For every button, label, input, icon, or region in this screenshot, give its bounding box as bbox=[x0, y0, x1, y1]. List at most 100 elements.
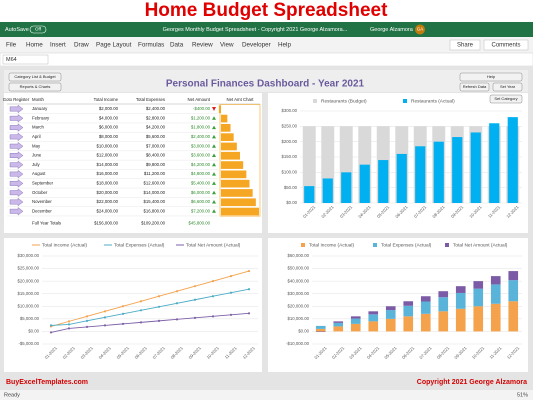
goto-arrow[interactable] bbox=[9, 179, 24, 188]
trend-icon bbox=[212, 200, 216, 204]
menu-item[interactable]: Data bbox=[170, 42, 184, 49]
comments[interactable]: Comments bbox=[491, 43, 520, 49]
cell-ref: M64 bbox=[6, 57, 17, 63]
point bbox=[85, 325, 89, 329]
table-cell: $3,600.00 bbox=[191, 153, 211, 158]
bar-segment bbox=[490, 284, 501, 304]
button-label[interactable]: Reports & Charts bbox=[20, 84, 51, 89]
net-bar bbox=[221, 124, 231, 132]
y-tick-label: $150.00 bbox=[281, 154, 297, 159]
menu-item[interactable]: Formulas bbox=[138, 42, 164, 49]
goto-arrow[interactable] bbox=[9, 207, 24, 216]
menu-item[interactable]: File bbox=[6, 42, 17, 49]
legend-label: Total Expenses (Actual) bbox=[381, 242, 432, 248]
line bbox=[50, 270, 250, 327]
table-cell: $2,000.00 bbox=[99, 106, 119, 111]
menu-item[interactable]: View bbox=[220, 42, 234, 49]
goto-arrow[interactable] bbox=[9, 141, 24, 151]
point bbox=[49, 324, 53, 327]
dashboard-header bbox=[4, 70, 528, 92]
menu-item[interactable]: Home bbox=[26, 42, 43, 49]
goto-arrow[interactable] bbox=[9, 197, 24, 207]
table-cell: $16,800.00 bbox=[143, 208, 165, 213]
menu-item[interactable]: Developer bbox=[242, 42, 271, 49]
point bbox=[103, 310, 107, 313]
menu-item[interactable]: Page Layout bbox=[96, 42, 132, 49]
point bbox=[193, 285, 197, 288]
menu-item[interactable]: Review bbox=[192, 42, 213, 49]
table-cell: $15,400.00 bbox=[143, 199, 165, 204]
table-cell: $9,800.00 bbox=[146, 162, 166, 167]
bar-segment bbox=[473, 281, 484, 289]
menu-item[interactable]: Insert bbox=[50, 42, 66, 49]
table-cell: August bbox=[32, 171, 46, 176]
bar bbox=[359, 164, 370, 203]
menu-item[interactable]: Help bbox=[278, 42, 291, 49]
button[interactable] bbox=[459, 82, 490, 92]
bar-segment bbox=[315, 331, 326, 332]
goto-arrow[interactable] bbox=[9, 188, 24, 197]
y-tick-label: $0.00 bbox=[286, 200, 297, 205]
goto-arrow[interactable] bbox=[9, 104, 24, 114]
button[interactable] bbox=[8, 82, 62, 92]
table-cell: $1,800.00 bbox=[191, 125, 211, 130]
table-cell: $2,400.00 bbox=[191, 134, 211, 139]
point bbox=[139, 300, 143, 303]
y-tick-label: -$10,000.00 bbox=[286, 341, 310, 346]
share[interactable]: Share bbox=[457, 43, 474, 49]
autosave-toggle[interactable] bbox=[29, 25, 47, 34]
table-header: Net Amount bbox=[188, 97, 211, 102]
point bbox=[211, 315, 215, 318]
point bbox=[175, 318, 179, 321]
table-cell: $1,200.00 bbox=[191, 115, 211, 120]
trend-icon bbox=[212, 107, 216, 111]
bar-segment bbox=[315, 328, 326, 332]
button[interactable] bbox=[492, 82, 523, 92]
bar bbox=[415, 146, 426, 203]
net-chart-frame bbox=[219, 104, 261, 217]
bar-segment bbox=[490, 276, 501, 285]
y-tick-label: $5,000.00 bbox=[20, 316, 40, 321]
autosave[interactable]: AutoSave bbox=[5, 27, 29, 33]
button[interactable] bbox=[8, 72, 62, 82]
avatar[interactable] bbox=[415, 24, 425, 35]
button-label[interactable]: Set Year bbox=[500, 84, 516, 89]
share-button[interactable] bbox=[449, 39, 481, 51]
legend-label: Total Income (Actual) bbox=[42, 242, 87, 248]
table-cell: $20,000.00 bbox=[96, 190, 118, 195]
footer-left: BuyExcelTemplates.com bbox=[6, 379, 88, 386]
y-tick-label: $10,000.00 bbox=[17, 303, 39, 308]
point bbox=[247, 288, 251, 291]
dashboard-title: Personal Finances Dashboard - Year 2021 bbox=[166, 79, 365, 90]
table-cell: $4,000.00 bbox=[99, 115, 119, 120]
button[interactable] bbox=[489, 94, 523, 104]
y-tick-label: $0.00 bbox=[28, 329, 39, 334]
goto-arrow[interactable] bbox=[9, 114, 24, 123]
button[interactable] bbox=[459, 72, 523, 82]
bar-segment bbox=[455, 286, 466, 293]
net-bar bbox=[221, 161, 244, 169]
button-label[interactable]: Category List & Budget bbox=[14, 74, 56, 79]
goto-arrow[interactable] bbox=[9, 132, 24, 142]
goto-arrow[interactable] bbox=[9, 123, 24, 132]
button-label[interactable]: Set Category bbox=[494, 96, 517, 101]
name-box[interactable] bbox=[2, 54, 49, 65]
legend-swatch bbox=[301, 243, 305, 247]
bar-segment bbox=[420, 313, 431, 332]
goto-arrow[interactable] bbox=[9, 160, 24, 170]
menu-item[interactable]: Draw bbox=[74, 42, 89, 49]
bar-segment bbox=[438, 291, 449, 298]
point bbox=[121, 312, 125, 315]
comments-button[interactable] bbox=[483, 39, 529, 51]
table-cell: $7,000.00 bbox=[146, 143, 166, 148]
goto-arrow[interactable] bbox=[9, 169, 24, 179]
table-cell: $24,000.00 bbox=[96, 208, 118, 213]
table-cell: $12,600.00 bbox=[143, 181, 165, 186]
bar-segment bbox=[473, 288, 484, 307]
file-title: Georges Monthly Budget Spreadsheet - Cop… bbox=[163, 27, 348, 33]
button-label[interactable]: Refresh Data bbox=[463, 84, 487, 89]
button-label[interactable]: Help bbox=[487, 74, 496, 79]
goto-arrow[interactable] bbox=[9, 151, 24, 160]
bar-segment bbox=[490, 303, 501, 332]
bar bbox=[304, 186, 315, 203]
